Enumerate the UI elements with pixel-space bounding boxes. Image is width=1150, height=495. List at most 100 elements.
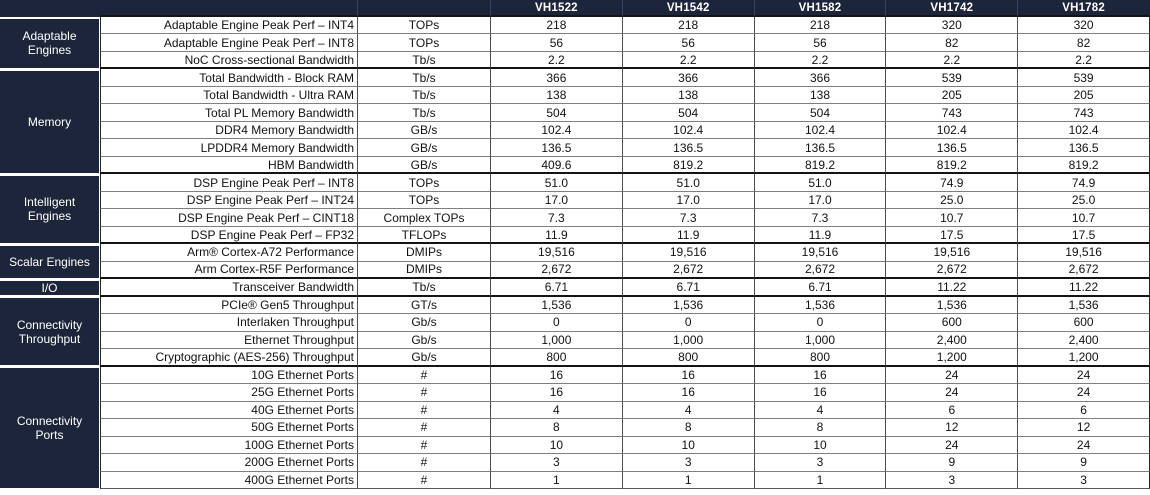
cell-value: 218 [754,17,887,35]
cell-value: 2,672 [886,261,1019,280]
cell-value: 51.0 [754,174,887,192]
cell-value: 1 [622,471,755,489]
cell-value: 504 [491,104,623,122]
row-label: Total Bandwidth - Block RAM [100,69,358,87]
cell-value: 10.7 [886,209,1019,227]
row-units: GB/s [358,121,491,140]
cell-value: 102.4 [754,121,887,140]
cell-value: 136.5 [491,139,623,157]
cell-value: 102.4 [1018,121,1150,140]
cell-value: 1,536 [1018,296,1150,315]
header-corner-cell [0,0,100,17]
cell-value: 320 [1018,17,1150,35]
cell-value: 11.9 [754,226,887,245]
cell-value: 17.0 [622,191,755,210]
row-units: Tb/s [358,86,491,105]
row-label: 25G Ethernet Ports [100,384,358,402]
cell-value: 17.0 [491,191,623,210]
group-label-i-o: I/O [0,280,99,296]
row-label: PCIe® Gen5 Throughput [100,296,358,315]
cell-value: 600 [1018,314,1150,332]
cell-value: 74.9 [886,174,1019,192]
row-label: Adaptable Engine Peak Perf – INT4 [100,17,358,35]
row-units: TOPs [358,191,491,210]
row-units: # [358,436,491,455]
cell-value: 82 [886,34,1019,52]
row-label: Arm Cortex-R5F Performance [100,261,358,280]
header-units-cell [358,0,491,17]
cell-value: 74.9 [1018,174,1150,192]
cell-value: 4 [622,401,755,420]
cell-value: 19,516 [1018,244,1150,262]
cell-value: 10 [491,436,623,455]
cell-value: 3 [886,471,1019,489]
cell-value: 16 [622,384,755,402]
group-label-scalar-engines: Scalar Engines [0,245,99,278]
cell-value: 743 [1018,104,1150,122]
cell-value: 539 [886,69,1019,87]
group-label-memory: Memory [0,70,99,173]
cell-value: 9 [1018,454,1150,472]
cell-value: 743 [886,104,1019,122]
cell-value: 9 [886,454,1019,472]
cell-value: 6 [886,401,1019,420]
row-label: LPDDR4 Memory Bandwidth [100,139,358,157]
row-label: Arm® Cortex-A72 Performance [100,244,358,262]
cell-value: 11.9 [622,226,755,245]
cell-value: 205 [886,86,1019,105]
row-label: Total Bandwidth - Ultra RAM [100,86,358,105]
cell-value: 2.2 [622,51,755,70]
cell-value: 24 [886,436,1019,455]
cell-value: 504 [754,104,887,122]
cell-value: 6 [1018,401,1150,420]
row-units: Complex TOPs [358,209,491,227]
row-label: Transceiver Bandwidth [100,279,358,297]
cell-value: 819.2 [886,156,1019,175]
row-units: # [358,471,491,489]
row-label: 400G Ethernet Ports [100,471,358,489]
cell-value: 4 [491,401,623,420]
header-parameter-cell [100,0,358,17]
cell-value: 6.71 [622,279,755,297]
cell-value: 24 [1018,384,1150,402]
row-units: DMIPs [358,244,491,262]
row-units: # [358,401,491,420]
cell-value: 218 [491,17,623,35]
cell-value: 19,516 [754,244,887,262]
row-units: TOPs [358,34,491,52]
cell-value: 17.5 [886,226,1019,245]
group-label-adaptable-engines: Adaptable Engines [0,18,99,68]
cell-value: 136.5 [1018,139,1150,157]
cell-value: 2.2 [754,51,887,70]
cell-value: 1 [491,471,623,489]
row-label: 200G Ethernet Ports [100,454,358,472]
cell-value: 12 [886,419,1019,437]
cell-value: 56 [754,34,887,52]
cell-value: 1,000 [754,331,887,350]
cell-value: 3 [754,454,887,472]
cell-value: 366 [491,69,623,87]
cell-value: 138 [754,86,887,105]
cell-value: 8 [491,419,623,437]
cell-value: 25.0 [1018,191,1150,210]
row-units: TOPs [358,174,491,192]
cell-value: 819.2 [754,156,887,175]
column-header-vh1522: VH1522 [491,0,623,17]
row-label: Cryptographic (AES-256) Throughput [100,349,358,367]
cell-value: 2,672 [754,261,887,280]
cell-value: 56 [491,34,623,52]
cell-value: 366 [622,69,755,87]
row-units: GB/s [358,156,491,175]
cell-value: 19,516 [886,244,1019,262]
cell-value: 138 [491,86,623,105]
row-label: Adaptable Engine Peak Perf – INT8 [100,34,358,52]
cell-value: 2.2 [1018,51,1150,70]
cell-value: 2,672 [491,261,623,280]
cell-value: 2.2 [491,51,623,70]
cell-value: 504 [622,104,755,122]
cell-value: 1,536 [754,296,887,315]
cell-value: 2,400 [1018,331,1150,350]
cell-value: 10 [622,436,755,455]
row-label: NoC Cross-sectional Bandwidth [100,51,358,70]
row-units: Tb/s [358,69,491,87]
